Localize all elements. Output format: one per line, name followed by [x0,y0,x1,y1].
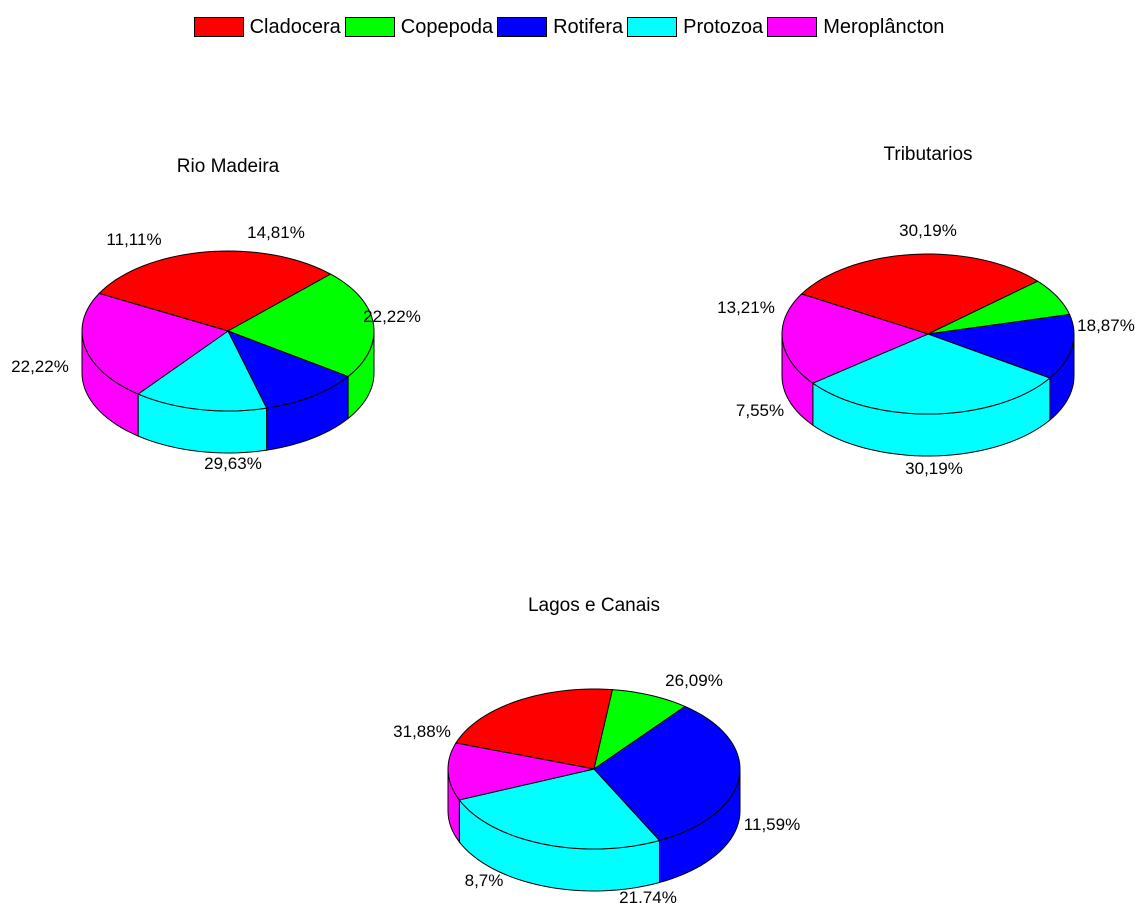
data-label-rotifera: 31,88% [393,722,451,741]
data-label-protozoa: 14,81% [247,223,305,242]
data-label-copepoda: 7,55% [736,401,784,420]
data-label-rotifera: 13,21% [717,298,775,317]
pie-slice-meroplancton [447,742,595,801]
pie-slice-rotifera [226,330,350,409]
chart-title: Tributarios [883,144,972,165]
legend-label: Rotifera [553,15,624,38]
legend-swatch [193,17,244,37]
chart-title: Lagos e Canais [528,595,660,616]
legend-item-meroplancton: Meroplâncton [767,16,944,39]
legend-label: Protozoa [683,15,764,38]
data-label-meroplancton: 22,22% [363,307,421,326]
pie-slice-protozoa [137,330,268,412]
legend-swatch [627,17,678,37]
data-label-protozoa: 30,19% [899,221,957,240]
pie-slice-rotifera [927,313,1075,379]
data-label-cladocera: 21.74% [619,888,677,907]
pie-slice-protozoa [458,768,661,850]
pie-slice-copepoda [226,273,375,378]
legend-swatch [344,17,395,37]
pie-slice-meroplancton [781,293,930,384]
legend-label: Meroplâncton [823,15,945,38]
data-label-rotifera: 11,11% [106,230,161,249]
legend-item-copepoda: Copepoda [344,15,494,39]
pie-slice-cladocera [455,688,614,770]
pie-slice-meroplancton [81,292,230,395]
data-label-cladocera: 29,63% [204,454,262,473]
data-label-meroplancton: 11,59% [744,815,800,834]
pie-slice-protozoa [811,333,1051,415]
legend-swatch [497,17,548,37]
legend-swatch [767,17,818,37]
pie-slice-copepoda [927,280,1071,335]
legend-item-rotifera: Rotifera [497,16,623,39]
pie-chart-lagos-e-canais: Lagos e Canais 21.74% 8,7% 31,88% 26,09% 11,5… [393,595,800,907]
data-label-protozoa: 26,09% [665,671,723,690]
data-label-meroplancton: 18,87% [1077,316,1135,335]
legend-item-protozoa: Protozoa [627,16,763,39]
pie-chart-tributarios: Tributarios 30,19% 7,55% 13,21% 30,19% 18,87% [717,144,1135,478]
chart-legend: Cladocera Copepoda Rotifera Protozoa Mer… [0,10,1142,44]
pie-slice-rotifera [593,705,741,842]
pie-slice-cladocera [98,250,332,332]
legend-item-cladocera: Cladocera [193,15,341,39]
legend-label: Copepoda [400,15,494,38]
legend-label: Cladocera [249,15,341,38]
data-label-copepoda: 22,22% [11,357,69,376]
pie-slice-cladocera [800,253,1039,335]
data-label-copepoda: 8,7% [465,871,504,890]
data-label-cladocera: 30,19% [905,459,963,478]
pie-chart-rio-madeira: Rio Madeira 29,63% 22,22% 11,11% 14,81% 22,22… [11,156,421,473]
pie-slice-copepoda [593,689,687,771]
chart-title: Rio Madeira [177,156,280,177]
